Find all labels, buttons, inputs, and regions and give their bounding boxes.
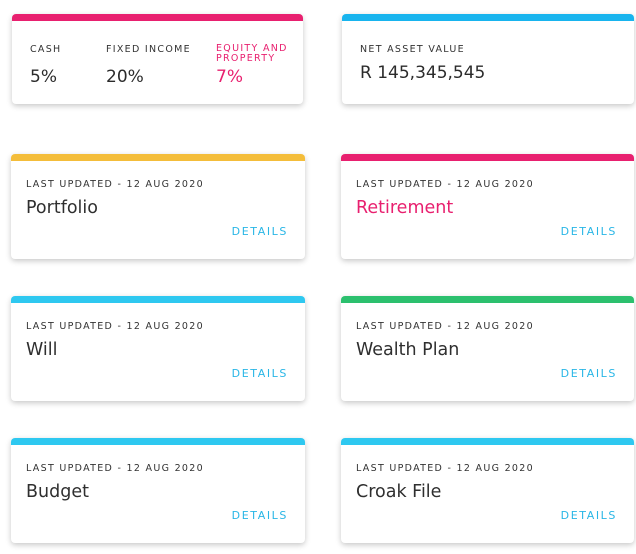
fixed-income-label: FIXED INCOME (106, 44, 191, 55)
card-title-budget: Budget (26, 482, 89, 502)
details-link-will[interactable]: DETAILS (231, 367, 288, 380)
portfolio-card-accent (11, 154, 305, 161)
budget-card[interactable]: LAST UPDATED - 12 AUG 2020 Budget DETAIL… (11, 438, 305, 543)
card-title-portfolio: Portfolio (26, 198, 98, 218)
details-link-wealth-plan[interactable]: DETAILS (560, 367, 617, 380)
wealth-plan-card[interactable]: LAST UPDATED - 12 AUG 2020 Wealth Plan D… (341, 296, 634, 401)
last-updated-text: LAST UPDATED - 12 AUG 2020 (26, 463, 204, 474)
wealth-plan-card-accent (341, 296, 634, 303)
will-card[interactable]: LAST UPDATED - 12 AUG 2020 Will DETAILS (11, 296, 305, 401)
card-title-will: Will (26, 340, 58, 360)
last-updated-text: LAST UPDATED - 12 AUG 2020 (356, 321, 534, 332)
net-asset-value-card-accent (342, 14, 634, 21)
fixed-income-value: 20% (106, 67, 144, 87)
allocation-card-accent (12, 14, 303, 21)
budget-card-accent (11, 438, 305, 445)
net-asset-value-label: NET ASSET VALUE (360, 44, 465, 55)
details-link-croak-file[interactable]: DETAILS (560, 509, 617, 522)
details-link-portfolio[interactable]: DETAILS (231, 225, 288, 238)
croak-file-card[interactable]: LAST UPDATED - 12 AUG 2020 Croak File DE… (341, 438, 634, 543)
card-title-croak-file: Croak File (356, 482, 442, 502)
last-updated-text: LAST UPDATED - 12 AUG 2020 (26, 321, 204, 332)
net-asset-value-card: NET ASSET VALUE R 145,345,545 (342, 14, 634, 104)
portfolio-card[interactable]: LAST UPDATED - 12 AUG 2020 Portfolio DET… (11, 154, 305, 259)
equity-property-label: EQUITY AND PROPERTY (216, 43, 288, 64)
cash-label: CASH (30, 44, 62, 55)
retirement-card[interactable]: LAST UPDATED - 12 AUG 2020 Retirement DE… (341, 154, 634, 259)
details-link-retirement[interactable]: DETAILS (560, 225, 617, 238)
retirement-card-accent (341, 154, 634, 161)
allocation-card: CASH 5% FIXED INCOME 20% EQUITY AND PROP… (12, 14, 303, 104)
last-updated-text: LAST UPDATED - 12 AUG 2020 (356, 463, 534, 474)
net-asset-value: R 145,345,545 (360, 63, 486, 83)
last-updated-text: LAST UPDATED - 12 AUG 2020 (26, 179, 204, 190)
details-link-budget[interactable]: DETAILS (231, 509, 288, 522)
card-title-wealth-plan: Wealth Plan (356, 340, 460, 360)
croak-file-card-accent (341, 438, 634, 445)
last-updated-text: LAST UPDATED - 12 AUG 2020 (356, 179, 534, 190)
cash-value: 5% (30, 67, 57, 87)
will-card-accent (11, 296, 305, 303)
card-title-retirement: Retirement (356, 198, 454, 218)
equity-property-value: 7% (216, 67, 243, 87)
